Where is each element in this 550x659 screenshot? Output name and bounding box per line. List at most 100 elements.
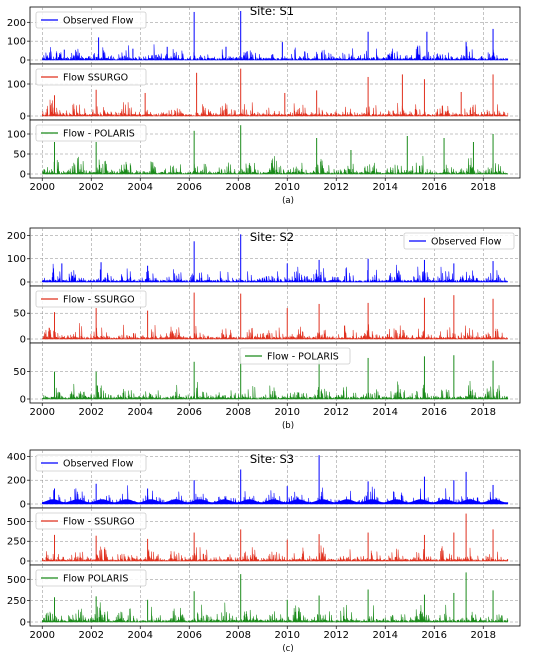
x-tick-label: 2006 bbox=[177, 630, 202, 641]
legend-label: Observed Flow bbox=[63, 16, 134, 27]
y-tick-label: 100 bbox=[7, 80, 26, 91]
legend: Flow - POLARIS bbox=[35, 124, 147, 142]
x-tick-label: 2000 bbox=[30, 407, 55, 418]
y-tick-label: 0 bbox=[20, 335, 26, 346]
y-tick-label: 500 bbox=[7, 575, 26, 586]
y-tick-label: 50 bbox=[13, 150, 26, 161]
legend-label: Flow - SSURGO bbox=[63, 295, 135, 306]
legend-label: Flow SSURGO bbox=[63, 73, 128, 84]
x-tick-label: 2010 bbox=[275, 630, 300, 641]
flow-series-line bbox=[42, 99, 509, 117]
flow-series-line bbox=[42, 323, 509, 340]
x-tick-label: 2002 bbox=[79, 407, 104, 418]
x-tick-label: 2012 bbox=[324, 407, 349, 418]
legend-box bbox=[35, 512, 147, 530]
panel-3: 0 250 500 Flow POLARIS bbox=[7, 564, 521, 629]
legend-box bbox=[35, 569, 147, 587]
figure-caption: (a) bbox=[282, 196, 294, 206]
legend: Flow - SSURGO bbox=[35, 290, 147, 308]
y-tick-label: 50 bbox=[13, 309, 26, 320]
x-tick-label: 2014 bbox=[373, 182, 398, 193]
y-tick-label: 400 bbox=[7, 452, 26, 463]
flow-series-line bbox=[42, 263, 509, 283]
y-tick-label: 100 bbox=[7, 37, 26, 48]
site-title: Site: S2 bbox=[250, 230, 294, 244]
legend-box bbox=[35, 290, 147, 308]
x-tick-label: 2008 bbox=[226, 407, 251, 418]
panel-2: 0 50 Flow - SSURGO bbox=[13, 285, 521, 346]
legend: Observed Flow bbox=[35, 454, 147, 472]
panel-2: 0 100 Flow SSURGO bbox=[7, 63, 521, 123]
legend-box bbox=[35, 454, 147, 472]
y-tick-label: 0 bbox=[20, 395, 26, 406]
y-tick-label: 500 bbox=[7, 517, 26, 528]
y-tick-label: 50 bbox=[13, 367, 26, 378]
legend-box bbox=[35, 11, 147, 29]
panel-3: 0 50 Flow - POLARIS bbox=[13, 342, 521, 406]
figure-caption: (b) bbox=[282, 421, 294, 431]
y-tick-label: 0 bbox=[20, 56, 26, 67]
legend-label: Flow - POLARIS bbox=[267, 352, 339, 363]
legend: Flow SSURGO bbox=[35, 68, 147, 86]
x-tick-label: 2000 bbox=[30, 630, 55, 641]
figure-group-a: 0 100 200 Observed Flow 0 100 Flow SSURGO 0 50 10… bbox=[7, 4, 521, 206]
y-tick-label: 0 bbox=[20, 557, 26, 568]
flow-series-line bbox=[42, 545, 509, 562]
x-tick-label: 2002 bbox=[79, 630, 104, 641]
legend-label: Observed Flow bbox=[63, 459, 134, 470]
legend-label: Flow - POLARIS bbox=[63, 129, 135, 140]
y-tick-label: 200 bbox=[7, 231, 26, 242]
x-tick-label: 2004 bbox=[128, 182, 153, 193]
y-tick-label: 100 bbox=[7, 130, 26, 141]
flow-series-line bbox=[42, 44, 509, 61]
legend: Observed Flow bbox=[35, 11, 147, 29]
y-tick-label: 200 bbox=[7, 476, 26, 487]
y-tick-label: 0 bbox=[20, 170, 26, 181]
figure-group-c: 0 200 400 Observed Flow 0 250 500 Flow - SSURGO… bbox=[7, 449, 521, 654]
figure-caption: (c) bbox=[282, 644, 293, 654]
legend: Observed Flow bbox=[403, 232, 515, 250]
y-tick-label: 0 bbox=[20, 278, 26, 289]
x-tick-label: 2008 bbox=[226, 182, 251, 193]
x-tick-label: 2002 bbox=[79, 182, 104, 193]
x-tick-label: 2008 bbox=[226, 630, 251, 641]
panel-1: 0 100 200 Observed Flow bbox=[7, 227, 521, 289]
y-tick-label: 200 bbox=[7, 18, 26, 29]
x-tick-label: 2016 bbox=[422, 630, 447, 641]
x-tick-label: 2016 bbox=[422, 407, 447, 418]
x-tick-label: 2006 bbox=[177, 182, 202, 193]
panel-1: 0 100 200 Observed Flow bbox=[7, 6, 521, 67]
legend-box bbox=[239, 347, 351, 365]
x-tick-label: 2014 bbox=[373, 630, 398, 641]
legend-label: Observed Flow bbox=[431, 237, 502, 248]
y-tick-label: 0 bbox=[20, 112, 26, 123]
legend-box bbox=[35, 68, 147, 86]
x-tick-label: 2018 bbox=[471, 630, 496, 641]
flow-series-line bbox=[42, 485, 509, 505]
legend: Flow POLARIS bbox=[35, 569, 147, 587]
site-title: Site: S1 bbox=[250, 4, 294, 18]
panel-3: 0 50 100 Flow - POLARIS bbox=[7, 119, 521, 181]
y-tick-label: 100 bbox=[7, 254, 26, 265]
x-tick-label: 2010 bbox=[275, 407, 300, 418]
x-tick-label: 2006 bbox=[177, 407, 202, 418]
site-title: Site: S3 bbox=[250, 452, 294, 466]
x-tick-label: 2004 bbox=[128, 407, 153, 418]
y-tick-label: 0 bbox=[20, 500, 26, 511]
flow-series-line bbox=[42, 602, 509, 623]
panel-1: 0 200 400 Observed Flow bbox=[7, 449, 521, 511]
x-tick-label: 2016 bbox=[422, 182, 447, 193]
x-tick-label: 2018 bbox=[471, 182, 496, 193]
x-tick-label: 2012 bbox=[324, 630, 349, 641]
x-tick-label: 2014 bbox=[373, 407, 398, 418]
x-tick-label: 2012 bbox=[324, 182, 349, 193]
y-tick-label: 250 bbox=[7, 596, 26, 607]
x-tick-label: 2004 bbox=[128, 630, 153, 641]
legend: Flow - SSURGO bbox=[35, 512, 147, 530]
y-tick-label: 250 bbox=[7, 537, 26, 548]
figure-group-b: 0 100 200 Observed Flow 0 50 Flow - SSURGO 0 50 F… bbox=[7, 227, 521, 431]
panel-2: 0 250 500 Flow - SSURGO bbox=[7, 507, 521, 568]
y-tick-label: 0 bbox=[20, 618, 26, 629]
legend-box bbox=[35, 124, 147, 142]
